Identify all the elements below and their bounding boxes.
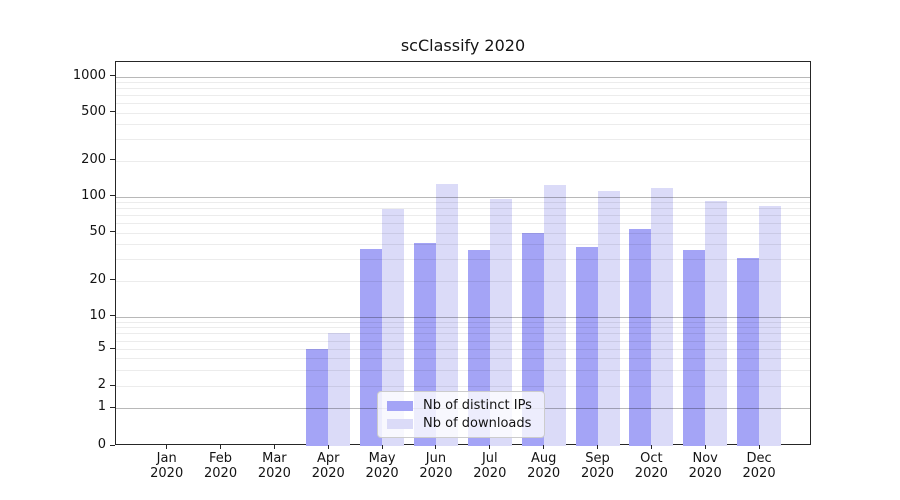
x-tick-mark-may (381, 445, 383, 449)
y-tick-label-1000: 1000 (72, 67, 106, 83)
x-tick-label-nov: Nov 2020 (688, 451, 722, 481)
minor-gridline-70 (116, 215, 810, 217)
minor-gridline-7 (116, 333, 810, 335)
minor-gridline-300 (116, 139, 810, 141)
chart-title: scClassify 2020 (400, 36, 526, 55)
x-tick-mark-jun (435, 445, 437, 449)
minor-gridline-60 (116, 223, 810, 225)
plot-area (115, 61, 811, 446)
y-tick-mark-2 (110, 384, 115, 386)
bar-downloads-may (382, 208, 405, 446)
x-tick-mark-aug (543, 445, 545, 449)
legend-item-downloads: Nb of downloads (387, 416, 535, 432)
y-tick-label-2: 2 (97, 377, 106, 392)
x-tick-mark-oct (650, 445, 652, 449)
x-tick-mark-jan (166, 445, 168, 449)
y-tick-label-500: 500 (81, 103, 106, 119)
y-tick-label-100: 100 (81, 187, 106, 203)
bar-distinct-ips-oct (629, 228, 652, 446)
bar-distinct-ips-may (360, 248, 383, 446)
y-tick-mark-20 (110, 279, 115, 281)
minor-gridline-4 (116, 358, 810, 360)
y-tick-mark-1 (110, 406, 115, 408)
minor-gridline-8 (116, 327, 810, 329)
bar-distinct-ips-nov (683, 249, 706, 446)
x-tick-mark-jul (489, 445, 491, 449)
major-gridline-1000 (116, 76, 810, 78)
x-tick-mark-nov (704, 445, 706, 449)
y-tick-mark-1000 (110, 75, 115, 77)
minor-gridline-20 (116, 280, 810, 282)
bar-downloads-apr (328, 333, 351, 446)
minor-gridline-200 (116, 160, 810, 162)
bar-downloads-nov (705, 201, 728, 446)
major-gridline-100 (116, 196, 810, 198)
bar-downloads-jul (489, 199, 512, 446)
minor-gridline-30 (116, 259, 810, 261)
minor-gridline-9 (116, 321, 810, 323)
legend-item-distinct-ips: Nb of distinct IPs (387, 398, 535, 414)
bar-distinct-ips-apr (306, 349, 329, 446)
y-tick-label-1: 1 (97, 399, 106, 415)
x-tick-mark-sep (597, 445, 598, 449)
y-tick-mark-50 (110, 231, 115, 233)
x-tick-label-oct: Oct 2020 (634, 451, 668, 481)
minor-gridline-700 (116, 95, 810, 97)
bar-downloads-oct (651, 187, 674, 446)
x-tick-mark-feb (220, 445, 222, 449)
minor-gridline-5 (116, 349, 810, 351)
y-tick-mark-5 (110, 347, 115, 349)
bar-downloads-aug (543, 185, 566, 446)
x-tick-mark-dec (758, 445, 760, 449)
x-tick-label-feb: Feb 2020 (204, 451, 238, 481)
y-tick-mark-10 (110, 315, 115, 317)
y-tick-label-50: 50 (89, 223, 106, 239)
minor-gridline-50 (116, 232, 810, 234)
major-gridline-10 (116, 316, 810, 318)
minor-gridline-3 (116, 369, 810, 371)
y-tick-mark-500 (110, 111, 115, 113)
y-tick-mark-100 (110, 195, 115, 197)
minor-gridline-6 (116, 340, 810, 342)
y-tick-mark-0 (110, 444, 115, 446)
x-tick-label-apr: Apr 2020 (311, 451, 345, 481)
x-tick-label-jul: Jul 2020 (473, 451, 507, 481)
x-tick-label-jun: Jun 2020 (419, 451, 453, 481)
x-tick-label-aug: Aug 2020 (527, 451, 561, 481)
x-tick-label-jan: Jan 2020 (150, 451, 184, 481)
legend-label-distinct-ips: Nb of distinct IPs (423, 398, 532, 413)
y-tick-label-20: 20 (89, 271, 106, 287)
bar-downloads-dec (759, 205, 782, 446)
minor-gridline-40 (116, 244, 810, 246)
x-tick-mark-mar (273, 445, 275, 449)
minor-gridline-900 (116, 82, 810, 84)
x-tick-mark-apr (327, 445, 329, 449)
y-tick-mark-200 (110, 159, 115, 161)
legend-label-downloads: Nb of downloads (423, 416, 532, 431)
x-tick-label-dec: Dec 2020 (742, 451, 776, 481)
legend: Nb of distinct IPs Nb of downloads (377, 391, 545, 438)
minor-gridline-80 (116, 208, 810, 210)
bar-distinct-ips-sep (575, 247, 598, 446)
x-tick-label-sep: Sep 2020 (580, 451, 615, 481)
y-tick-label-0: 0 (97, 437, 106, 452)
x-tick-label-mar: Mar 2020 (257, 451, 291, 481)
y-tick-label-200: 200 (81, 151, 106, 167)
minor-gridline-600 (116, 103, 810, 105)
minor-gridline-90 (116, 202, 810, 204)
bar-downloads-sep (597, 191, 620, 446)
minor-gridline-800 (116, 88, 810, 90)
legend-swatch-downloads (387, 419, 413, 429)
bar-distinct-ips-dec (737, 257, 760, 446)
y-tick-label-5: 5 (97, 340, 106, 356)
bar-downloads-jun (435, 184, 458, 446)
x-tick-label-may: May 2020 (365, 451, 399, 481)
y-tick-label-10: 10 (89, 307, 106, 323)
minor-gridline-500 (116, 112, 810, 114)
minor-gridline-400 (116, 124, 810, 126)
legend-swatch-distinct-ips (387, 401, 413, 411)
minor-gridline-2 (116, 386, 810, 387)
